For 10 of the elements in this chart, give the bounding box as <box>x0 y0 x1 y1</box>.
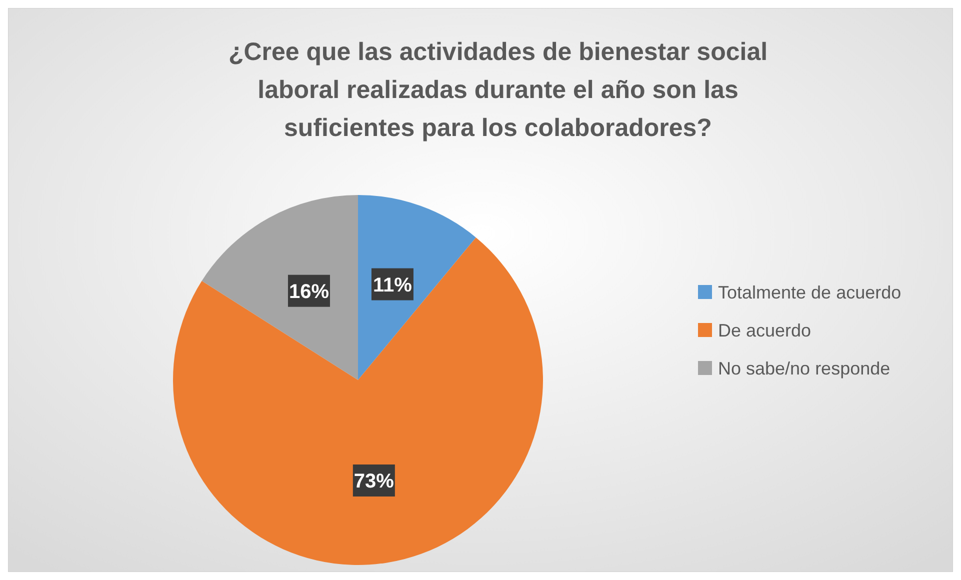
data-label: 11% <box>373 274 412 296</box>
data-label: 16% <box>288 280 330 303</box>
pie-slice <box>358 195 476 380</box>
legend-label: No sabe/no responde <box>718 358 890 378</box>
chart-title: ¿Cree que las actividades de bienestar social laboral realizadas durante el año son las suficientes para los colaboradores? <box>228 38 768 142</box>
data-label: 73% <box>354 470 394 492</box>
legend-label: Totalmente de acuerdo <box>718 282 902 302</box>
pie-slice <box>173 237 543 565</box>
legend-label: De acuerdo <box>718 320 812 340</box>
pie-slice <box>202 195 358 380</box>
